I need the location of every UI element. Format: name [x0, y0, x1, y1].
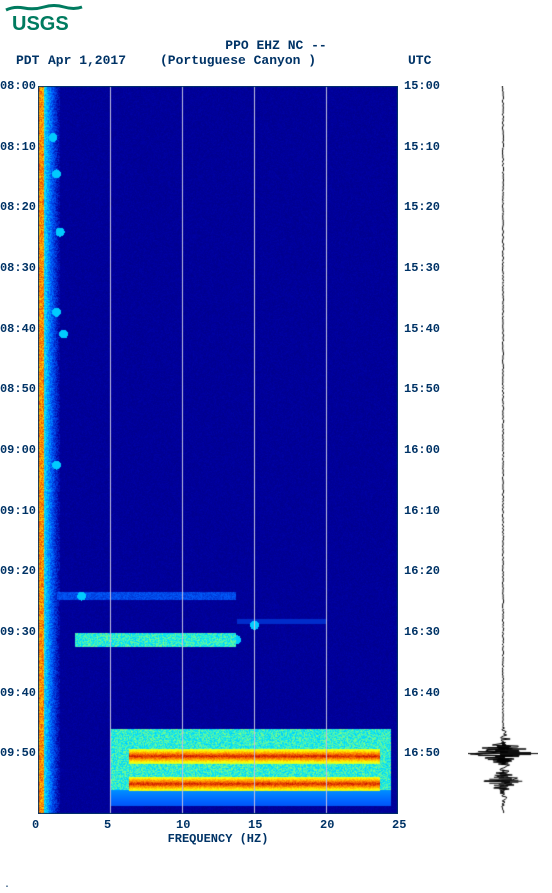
y-right-tick: 15:40: [404, 322, 440, 336]
y-right-tick: 15:50: [404, 382, 440, 396]
y-right-tick: 16:30: [404, 625, 440, 639]
y-left-tick: 09:00: [0, 443, 36, 457]
seismogram-trace: [468, 86, 538, 814]
y-left-tick: 08:10: [0, 140, 36, 154]
title-line1: PPO EHZ NC --: [225, 38, 326, 53]
title-block: PPO EHZ NC -- PDT Apr 1,2017 (Portuguese…: [0, 38, 552, 69]
y-right-tick: 15:00: [404, 79, 440, 93]
y-right-tick: 16:40: [404, 686, 440, 700]
spectrogram-plot: [38, 86, 398, 814]
y-right-tick: 16:00: [404, 443, 440, 457]
x-tick: 25: [392, 818, 406, 832]
y-left-tick: 09:30: [0, 625, 36, 639]
title-station: (Portuguese Canyon ): [160, 53, 316, 68]
y-left-tick: 08:00: [0, 79, 36, 93]
y-left-tick: 09:10: [0, 504, 36, 518]
y-right-tick: 15:10: [404, 140, 440, 154]
y-right-tick: 15:20: [404, 200, 440, 214]
footer-mark: .: [4, 880, 10, 891]
title-date: Apr 1,2017: [48, 53, 126, 68]
x-tick: 15: [248, 818, 262, 832]
y-right-tick: 16:50: [404, 746, 440, 760]
y-right-tick: 15:30: [404, 261, 440, 275]
logo-text: USGS: [12, 13, 69, 34]
usgs-logo: USGS: [4, 4, 100, 39]
y-left-tick: 08:50: [0, 382, 36, 396]
x-tick: 5: [104, 818, 111, 832]
y-left-tick: 08:20: [0, 200, 36, 214]
tz-left: PDT: [16, 53, 39, 68]
y-left-tick: 09:50: [0, 746, 36, 760]
y-left-tick: 09:40: [0, 686, 36, 700]
y-right-tick: 16:10: [404, 504, 440, 518]
x-axis-label: FREQUENCY (HZ): [38, 832, 398, 846]
y-axis-left: 08:0008:1008:2008:3008:4008:5009:0009:10…: [0, 86, 38, 814]
x-tick: 10: [176, 818, 190, 832]
x-axis: 0510152025FREQUENCY (HZ): [38, 818, 398, 852]
x-tick: 20: [320, 818, 334, 832]
y-left-tick: 08:30: [0, 261, 36, 275]
tz-right: UTC: [408, 53, 431, 68]
y-left-tick: 09:20: [0, 564, 36, 578]
x-tick: 0: [32, 818, 39, 832]
y-right-tick: 16:20: [404, 564, 440, 578]
y-left-tick: 08:40: [0, 322, 36, 336]
